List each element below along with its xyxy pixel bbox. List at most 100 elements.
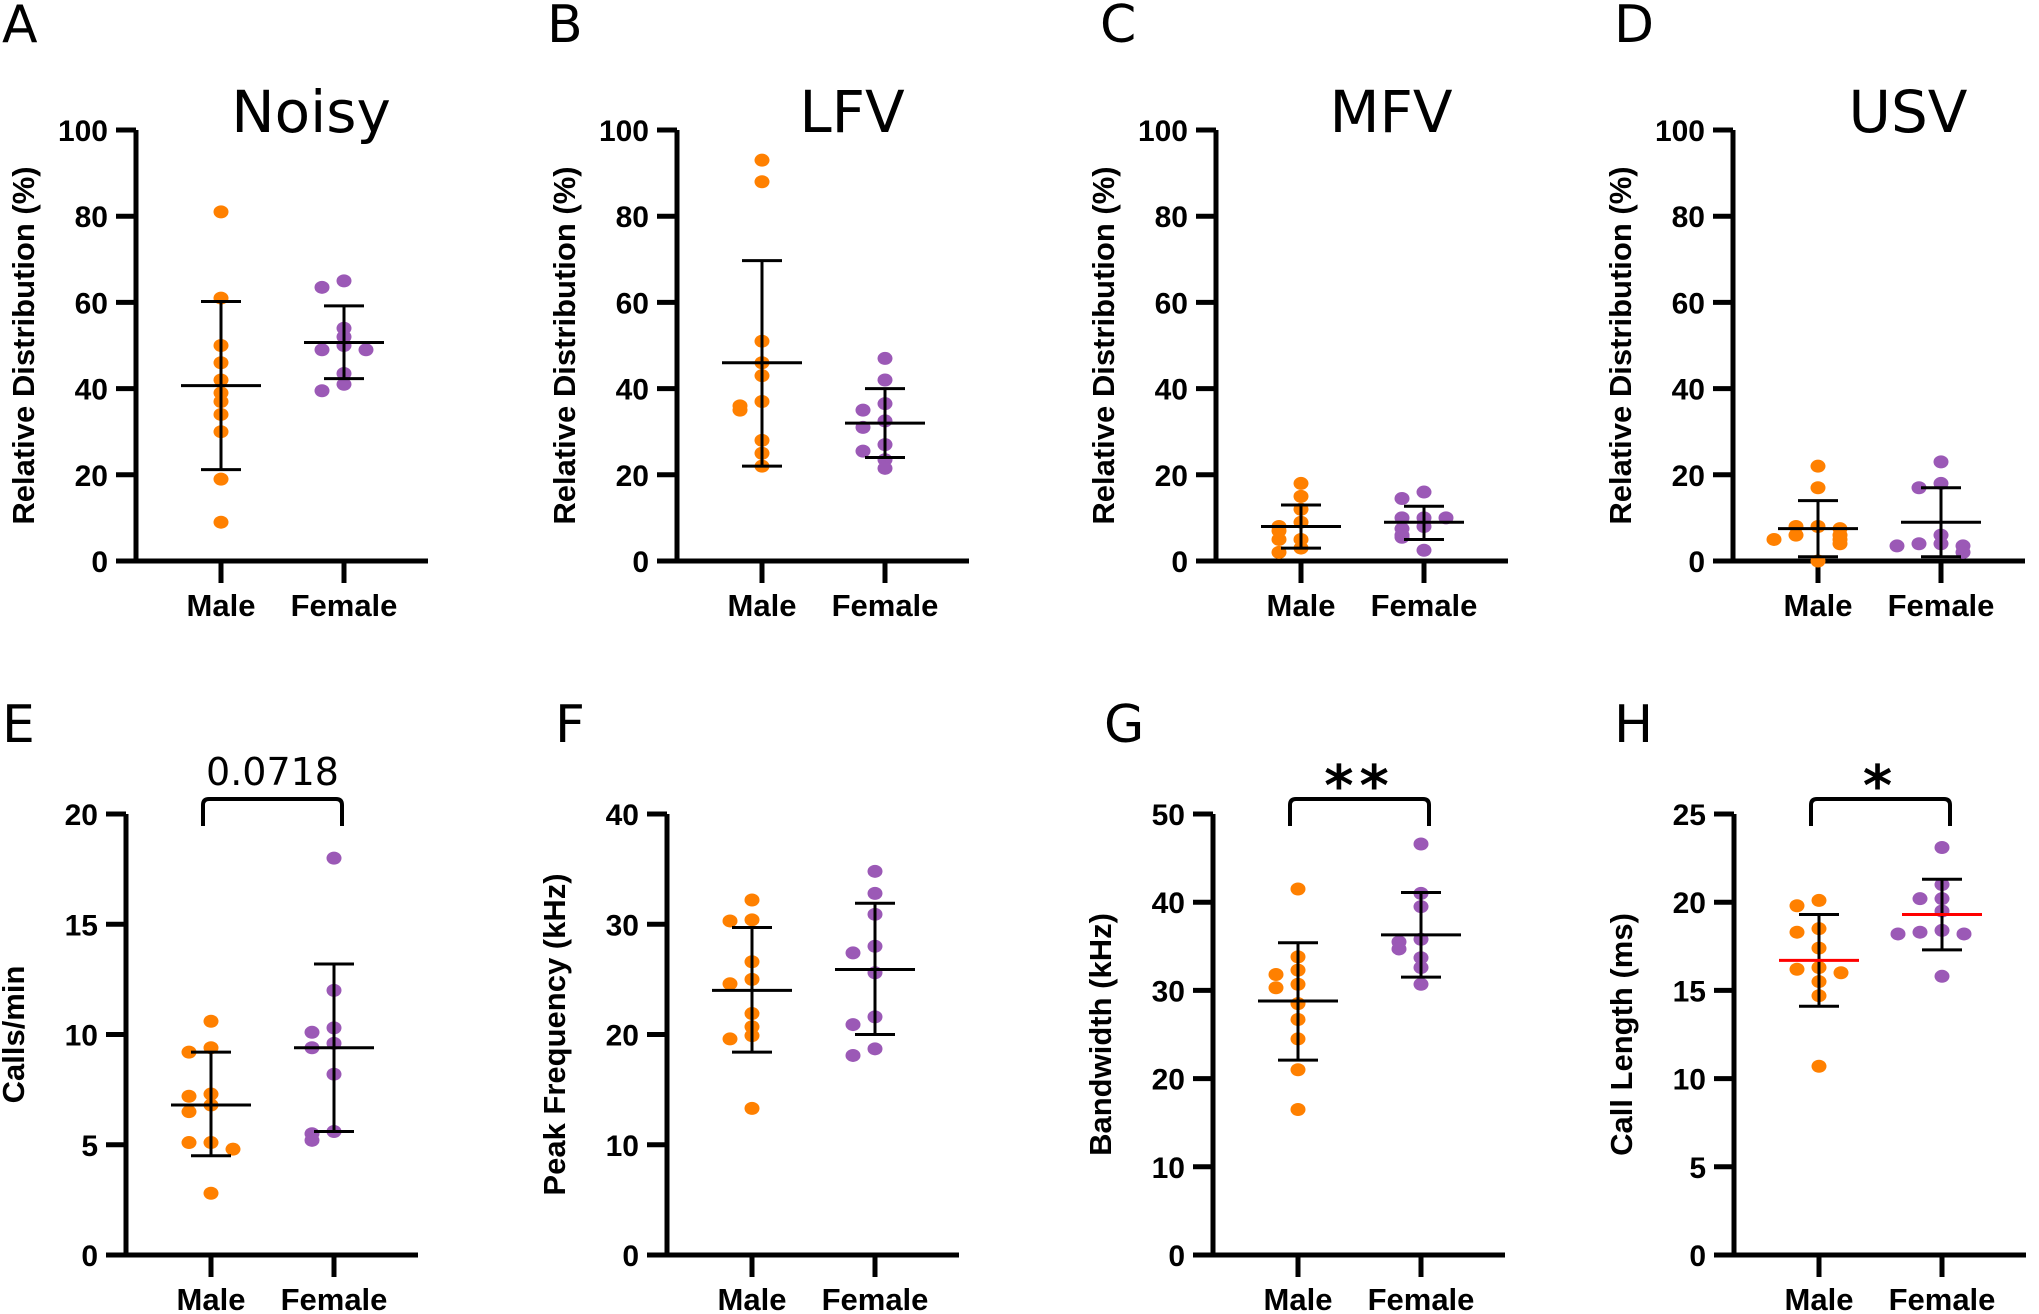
data-point-male	[1811, 893, 1827, 907]
data-point-female	[336, 377, 352, 391]
significance-bracket	[1288, 797, 1431, 826]
y-tick-label: 0	[1688, 546, 1705, 579]
data-point-male	[1293, 476, 1309, 490]
y-tick-label: 5	[81, 1130, 98, 1163]
x-tick-label-male: Male	[728, 588, 797, 623]
data-point-male	[732, 403, 748, 417]
data-point-male	[181, 1105, 197, 1119]
y-tick-label: 20	[1672, 460, 1705, 493]
y-tick-label: 20	[1152, 1064, 1185, 1097]
y-tick-label: 40	[1155, 374, 1188, 407]
data-point-male	[1268, 968, 1284, 982]
data-point-female	[336, 274, 352, 288]
panel-title: USV	[1849, 78, 1968, 146]
data-point-female	[877, 373, 893, 387]
y-axis-label: Relative Distribution (%)	[6, 166, 41, 524]
y-tick-label: 0	[1689, 1240, 1706, 1273]
data-point-female	[1911, 537, 1927, 551]
data-point-male	[1832, 537, 1848, 551]
data-point-female	[1416, 485, 1432, 499]
y-tick-label: 80	[1155, 201, 1188, 234]
data-point-female	[1413, 837, 1429, 851]
y-tick-label: 40	[75, 374, 108, 407]
x-tick-label-female: Female	[281, 1282, 388, 1314]
panel-title: MFV	[1329, 78, 1452, 146]
y-tick-label: 40	[1152, 887, 1185, 920]
y-tick-label: 20	[606, 1020, 639, 1053]
data-point-female	[845, 946, 861, 960]
y-tick-label: 20	[1155, 460, 1188, 493]
data-point-male	[1833, 966, 1849, 980]
data-point-male	[203, 1014, 219, 1028]
x-tick-label-female: Female	[1889, 1282, 1996, 1314]
y-tick-label: 10	[65, 1020, 98, 1053]
y-tick-label: 60	[75, 287, 108, 320]
panel-e: E 0 5 10 15 20 Calls/min Male Female 0.0718	[0, 695, 418, 1314]
y-axis-label: Bandwidth (kHz)	[1083, 913, 1118, 1156]
panel-h: H 0 5 10 15 20 25 Call Length (ms) Male Female *	[1604, 695, 2026, 1314]
data-point-female	[1912, 925, 1928, 939]
data-point-female	[1394, 530, 1410, 544]
panel-f: F 0 10 20 30 40 Peak Frequency (kHz) Male Female	[537, 695, 959, 1314]
data-point-female	[877, 351, 893, 365]
y-tick-label: 30	[606, 909, 639, 942]
data-point-male	[754, 175, 770, 189]
y-axis-label: Relative Distribution (%)	[1086, 166, 1121, 524]
data-point-female	[1956, 927, 1972, 941]
data-point-male	[203, 1186, 219, 1200]
y-tick-label: 15	[1673, 975, 1706, 1008]
y-tick-label: 60	[1672, 287, 1705, 320]
y-tick-label: 30	[1152, 975, 1185, 1008]
y-tick-label: 0	[622, 1240, 639, 1273]
data-point-female	[314, 280, 330, 294]
panel-title: Noisy	[231, 78, 391, 146]
panel-c: C MFV 0 20 40 60 80 100 Relative Distribution (%…	[1086, 0, 1508, 623]
y-tick-label: 80	[75, 201, 108, 234]
data-point-female	[1416, 543, 1432, 557]
panel-letter: C	[1100, 0, 1136, 55]
data-point-female	[1394, 492, 1410, 506]
data-point-female	[867, 864, 883, 878]
data-point-male	[181, 1089, 197, 1103]
x-tick-label-male: Male	[1264, 1282, 1333, 1314]
panel-b: B LFV 0 20 40 60 80 100 Relative Distribution (%…	[547, 0, 969, 623]
y-axis-label: Calls/min	[0, 966, 31, 1104]
data-point-male	[1290, 1063, 1306, 1077]
y-tick-label: 100	[1655, 115, 1705, 148]
data-point-male	[754, 153, 770, 167]
data-point-male	[1268, 981, 1284, 995]
panel-title: LFV	[799, 78, 905, 146]
y-tick-label: 15	[65, 909, 98, 942]
y-tick-label: 80	[616, 201, 649, 234]
x-tick-label-female: Female	[1888, 588, 1995, 623]
data-point-male	[722, 1032, 738, 1046]
data-point-female	[304, 1025, 320, 1039]
y-tick-label: 100	[58, 115, 108, 148]
y-tick-label: 40	[606, 799, 639, 832]
panel-g: G 0 10 20 30 40 50 Bandwidth (kHz) Male Female **	[1083, 695, 1505, 1314]
data-point-female	[867, 886, 883, 900]
data-point-female	[304, 1133, 320, 1147]
significance-label: **	[1324, 754, 1395, 819]
panel-letter: D	[1614, 0, 1654, 55]
data-point-male	[744, 1101, 760, 1115]
x-tick-label-female: Female	[832, 588, 939, 623]
significance-label: 0.0718	[206, 750, 339, 794]
y-tick-label: 80	[1672, 201, 1705, 234]
y-tick-label: 40	[616, 374, 649, 407]
data-point-male	[744, 893, 760, 907]
data-point-male	[1271, 532, 1287, 546]
panel-letter: A	[2, 0, 38, 55]
data-point-male	[1766, 532, 1782, 546]
data-point-male	[181, 1045, 197, 1059]
y-tick-label: 0	[1168, 1240, 1185, 1273]
y-tick-label: 25	[1673, 799, 1706, 832]
panel-letter: B	[547, 0, 583, 55]
data-point-female	[1934, 969, 1950, 983]
y-tick-label: 10	[1152, 1152, 1185, 1185]
data-point-female	[867, 1042, 883, 1056]
data-point-female	[877, 461, 893, 475]
data-point-female	[845, 1048, 861, 1062]
data-point-male	[1789, 925, 1805, 939]
